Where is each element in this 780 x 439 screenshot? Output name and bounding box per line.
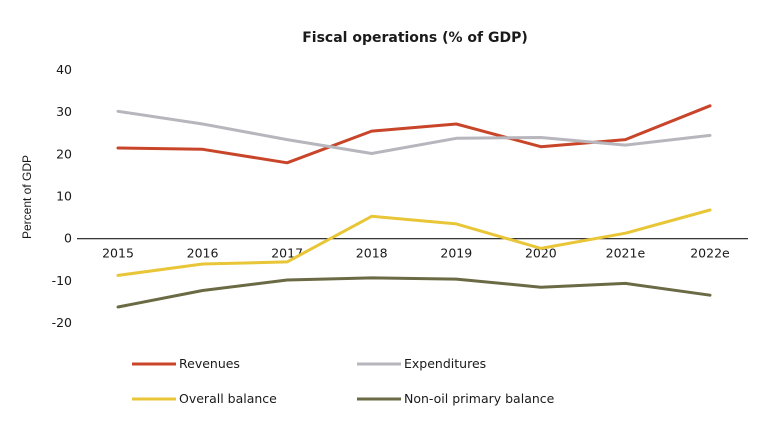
legend-label-non-oil-primary-balance: Non-oil primary balance	[404, 391, 555, 406]
x-tick-label: 2021e	[606, 246, 646, 261]
x-tick-label: 2017	[271, 246, 303, 261]
legend-label-expenditures: Expenditures	[404, 356, 486, 371]
series-line-overall-balance	[116, 208, 712, 277]
x-tick-label: 2016	[187, 246, 219, 261]
x-tick-label: 2022e	[690, 246, 730, 261]
series-line-expenditures	[116, 109, 712, 155]
chart-title: Fiscal operations (% of GDP)	[302, 30, 528, 46]
y-axis-label: Percent of GDP	[20, 155, 34, 239]
y-tick-label: 10	[56, 189, 72, 204]
y-axis-ticks: 40 30 20 10 0 -10 -20	[52, 62, 72, 330]
y-tick-label: 40	[56, 62, 72, 77]
x-tick-label: 2019	[440, 246, 472, 261]
series-lines	[116, 104, 712, 309]
y-tick-label: -20	[52, 315, 72, 330]
legend: Revenues Expenditures Overall balance Non-o…	[132, 356, 555, 406]
x-tick-label: 2020	[525, 246, 557, 261]
y-tick-label: 20	[56, 146, 72, 161]
series-line-revenues	[116, 104, 712, 165]
legend-label-revenues: Revenues	[179, 356, 240, 371]
legend-label-overall-balance: Overall balance	[179, 391, 277, 406]
series-line-non-oil-primary-balance	[116, 276, 712, 309]
y-tick-label: 30	[56, 104, 72, 119]
x-tick-label: 2018	[356, 246, 388, 261]
x-tick-label: 2015	[102, 246, 134, 261]
y-tick-label: -10	[52, 273, 72, 288]
y-tick-label: 0	[64, 231, 72, 246]
x-axis-ticks: 2015 2016 2017 2018 2019 2020 2021e 2022e	[102, 246, 730, 261]
